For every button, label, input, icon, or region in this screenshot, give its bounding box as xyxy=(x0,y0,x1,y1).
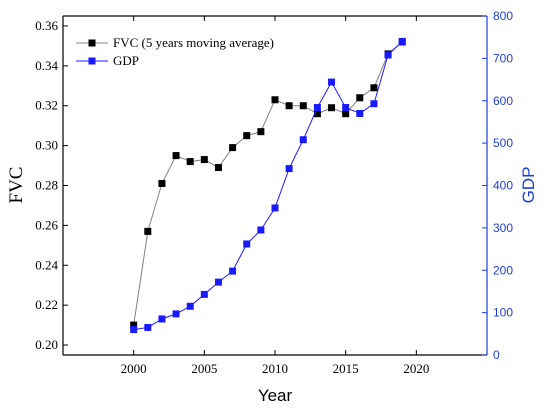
data-point-0 xyxy=(370,84,378,92)
x-axis-title: Year xyxy=(258,386,293,405)
legend-fvc-marker xyxy=(88,39,96,47)
data-point-1 xyxy=(243,240,251,248)
data-point-0 xyxy=(229,144,237,152)
data-point-1 xyxy=(299,136,307,144)
data-point-0 xyxy=(271,96,279,104)
data-point-0 xyxy=(285,102,293,110)
data-point-1 xyxy=(342,104,350,112)
data-point-0 xyxy=(130,321,138,329)
y-tick-label: 0.32 xyxy=(35,98,58,113)
y-tick-label: 0.22 xyxy=(35,297,58,312)
legend-gdp-label: GDP xyxy=(113,53,139,68)
data-point-1 xyxy=(158,315,166,323)
data-point-1 xyxy=(356,109,364,117)
y-tick-label: 0.26 xyxy=(35,217,58,232)
data-point-0 xyxy=(299,102,307,110)
data-point-1 xyxy=(257,226,265,234)
y-tick-label: 0.24 xyxy=(35,257,58,272)
data-point-1 xyxy=(186,302,194,310)
y-tick-label: 0.28 xyxy=(35,178,58,193)
x-tick-label: 2005 xyxy=(191,361,217,376)
data-point-1 xyxy=(285,165,293,173)
y2-tick-label: 0 xyxy=(493,348,500,362)
data-point-0 xyxy=(356,94,364,102)
series-line-0 xyxy=(133,41,403,326)
y-tick-label: 0.30 xyxy=(35,138,58,153)
data-point-1 xyxy=(328,78,336,86)
data-point-0 xyxy=(158,180,166,188)
data-point-0 xyxy=(342,110,350,118)
y2-tick-label: 800 xyxy=(493,9,513,23)
legend-item-fvc: FVC (5 years moving average) xyxy=(76,35,274,50)
y2-tick-label: 600 xyxy=(493,94,513,108)
legend-fvc-label: FVC (5 years moving average) xyxy=(113,35,274,50)
legend-gdp-marker xyxy=(88,57,96,65)
data-point-1 xyxy=(214,278,222,286)
data-point-0 xyxy=(243,132,251,140)
y2-axis-title: GDP xyxy=(519,167,538,204)
y-tick-label: 0.20 xyxy=(35,337,58,352)
ticks-layer: 2000 2005 2010 2015 20200.200.220.240.260.28… xyxy=(35,9,513,376)
y2-tick-label: 400 xyxy=(493,179,513,193)
data-point-1 xyxy=(229,267,237,275)
y-tick-label: 0.34 xyxy=(35,58,58,73)
data-point-1 xyxy=(370,100,378,108)
data-point-0 xyxy=(214,164,222,172)
y-axis-title: FVC xyxy=(6,167,27,204)
data-point-0 xyxy=(328,104,336,112)
data-point-1 xyxy=(130,326,138,334)
data-point-1 xyxy=(384,51,392,59)
data-point-1 xyxy=(200,290,208,298)
data-point-1 xyxy=(144,323,152,331)
data-point-1 xyxy=(271,204,279,212)
x-tick-label: 2010 xyxy=(262,361,288,376)
x-tick-label: 2000 xyxy=(121,361,147,376)
y-tick-label: 0.36 xyxy=(35,18,58,33)
data-point-1 xyxy=(398,37,406,45)
legend: FVC (5 years moving average) GDP xyxy=(76,35,274,68)
data-point-0 xyxy=(172,152,180,160)
data-point-0 xyxy=(186,158,194,166)
data-point-1 xyxy=(313,104,321,112)
x-tick-label: 2015 xyxy=(333,361,359,376)
data-point-0 xyxy=(257,128,265,136)
x-tick-label: 2020 xyxy=(403,361,429,376)
y2-tick-label: 700 xyxy=(493,51,513,65)
data-point-1 xyxy=(172,310,180,318)
y2-tick-label: 300 xyxy=(493,221,513,235)
series-line-1 xyxy=(133,41,403,331)
data-point-0 xyxy=(200,156,208,164)
legend-item-gdp: GDP xyxy=(76,53,139,68)
data-point-0 xyxy=(144,227,152,235)
series-layer xyxy=(130,37,406,334)
y2-tick-label: 500 xyxy=(493,136,513,150)
data-point-0 xyxy=(313,110,321,118)
y2-tick-label: 100 xyxy=(493,306,513,320)
y2-tick-label: 200 xyxy=(493,263,513,277)
